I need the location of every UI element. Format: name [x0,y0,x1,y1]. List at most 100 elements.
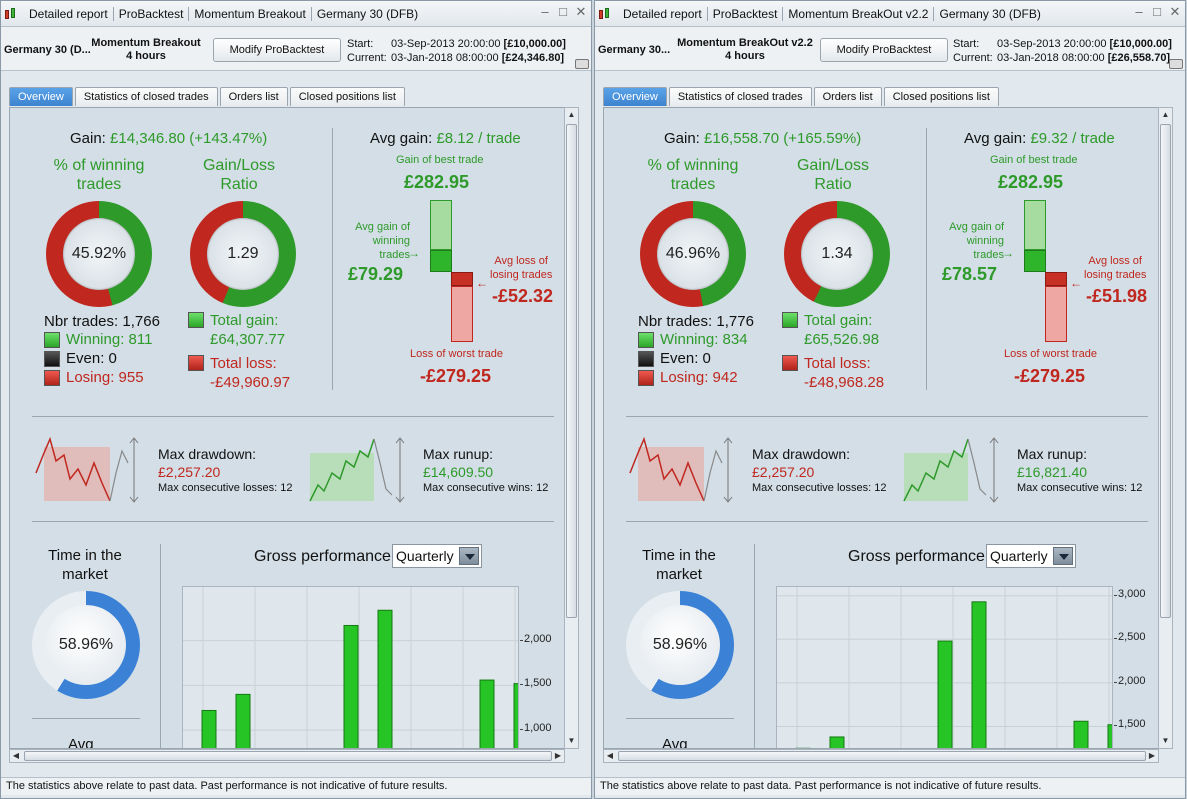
print-icon[interactable] [575,59,589,69]
tab-overview[interactable]: Overview [9,87,73,106]
chart-bar[interactable] [235,693,251,749]
chart-bar[interactable] [343,624,359,749]
divider-top [32,416,554,417]
chart-y-tick-label: 1,500 [520,677,552,690]
breadcrumb-system: Momentum Breakout [189,6,312,21]
minimize-icon[interactable]: – [1135,4,1143,19]
period-select-value: Quarterly [396,548,454,564]
avg-section-label: Avg [662,736,688,749]
close-icon[interactable]: ✕ [1169,4,1181,19]
chevron-down-icon[interactable] [1053,547,1073,565]
window-titlebar: Detailed report ProBacktest Momentum Bre… [595,1,1185,27]
pct-winning-ring: 46.96% [640,201,746,307]
vertical-scrollbar[interactable]: ▲ ▼ [564,107,579,749]
avg-win-label: Avg gain of winning trades [340,220,410,262]
modify-probacktest-button[interactable]: Modify ProBacktest [213,38,341,62]
chart-y-tick-label: 2,000 [520,632,552,645]
chevron-down-icon[interactable] [459,547,479,565]
avg-loss-value: -£51.98 [1086,286,1148,306]
horizontal-scroll-thumb[interactable] [24,751,552,761]
total-loss-value: -£48,968.28 [804,374,885,391]
gain-loss-ratio-ring: 1.29 [190,201,296,307]
nbr-trades-value: 1,766 [122,313,160,330]
vertical-scrollbar[interactable]: ▲ ▼ [1158,107,1173,749]
chart-bar[interactable] [377,609,393,749]
scroll-up-icon[interactable]: ▲ [567,110,576,119]
avg-win-label-line1: Avg gain of [949,221,1004,233]
gain-summary: Gain: £16,558.70 (+165.59%) [664,130,861,147]
chart-bar[interactable] [201,709,217,749]
nbr-trades: Nbr trades: 1,776 [638,313,754,330]
tab-statistics-closed-trades[interactable]: Statistics of closed trades [668,87,812,106]
chart-y-tick-label: 2,500 [1114,631,1146,644]
minimize-icon[interactable]: – [541,4,549,19]
chart-bar[interactable] [513,683,519,749]
tab-closed-positions-list[interactable]: Closed positions list [883,87,999,106]
pct-winning-title: % of winning trades [44,156,154,194]
chart-y-tick-label: 1,500 [1114,718,1146,731]
divider-vertical [926,128,927,390]
time-title-line1: Time in the [642,547,716,564]
horizontal-scroll-thumb[interactable] [618,751,1146,761]
max-drawdown-label: Max drawdown: [158,446,257,462]
chart-y-axis: 1,500 2,000 2,500 3,000 [1114,586,1164,748]
arrow-right-icon: → [1002,246,1014,260]
period-select[interactable]: Quarterly [986,544,1076,568]
gain-loss-ratio-title: Gain/Loss Ratio [184,156,294,194]
scroll-left-icon[interactable]: ◀ [12,751,20,760]
losing-legend-icon [44,370,60,386]
gain-label: Gain: [664,130,700,147]
chart-bar[interactable] [937,640,953,749]
tab-closed-positions-list[interactable]: Closed positions list [289,87,405,106]
start-label: Start: [347,38,374,50]
time-in-market-value: 58.96% [46,605,126,685]
modify-probacktest-button[interactable]: Modify ProBacktest [820,38,948,62]
avg-loss-label: Avg loss of losing trades [490,254,552,282]
chart-bar[interactable] [479,679,495,749]
chart-bar[interactable] [1107,724,1113,749]
chart-bar[interactable] [971,601,987,749]
chart-bar[interactable] [829,736,845,749]
scroll-up-icon[interactable]: ▲ [1161,110,1170,119]
best-trade-value: £282.95 [404,172,470,192]
best-trade-bar [1024,200,1046,250]
period-select[interactable]: Quarterly [392,544,482,568]
close-icon[interactable]: ✕ [575,4,587,19]
maximize-icon[interactable]: □ [1153,4,1161,19]
best-trade-bar [430,200,452,250]
current-date: 03-Jan-2018 08:00:00 [391,52,499,64]
scroll-right-icon[interactable]: ▶ [1148,751,1156,760]
tab-orders-list[interactable]: Orders list [813,87,882,106]
scroll-down-icon[interactable]: ▼ [1161,736,1170,745]
horizontal-scrollbar[interactable]: ◀ ▶ [603,749,1159,763]
avg-section-label: Avg [68,736,94,749]
start-capital: [£10,000.00] [1109,38,1172,50]
vertical-scroll-thumb[interactable] [566,124,577,618]
max-runup-label: Max runup: [423,446,494,462]
horizontal-scrollbar[interactable]: ◀ ▶ [9,749,565,763]
scroll-down-icon[interactable]: ▼ [567,736,576,745]
avg-win-label-line1: Avg gain of [355,221,410,233]
start-date: 03-Sep-2013 20:00:00 [997,38,1107,50]
system-name-block: Momentum BreakOut v2.2 4 hours [675,37,815,63]
current-date: 03-Jan-2018 08:00:00 [997,52,1105,64]
scroll-right-icon[interactable]: ▶ [554,751,562,760]
pct-winning-title-line2: trades [670,176,716,193]
print-icon[interactable] [1169,59,1183,69]
maximize-icon[interactable]: □ [559,4,567,19]
even-count: Even: 0 [660,350,711,367]
avg-gain-summary: Avg gain: £9.32 / trade [964,130,1115,147]
vertical-scroll-thumb[interactable] [1160,124,1171,618]
breadcrumb-probacktest: ProBacktest [114,6,190,21]
total-loss-label: Total loss: [804,355,871,372]
chart-bar[interactable] [1073,720,1089,749]
even-count: Even: 0 [66,350,117,367]
report-tabs: Overview Statistics of closed trades Ord… [603,87,999,107]
scroll-left-icon[interactable]: ◀ [606,751,614,760]
tab-overview[interactable]: Overview [603,87,667,106]
disclaimer-footer: The statistics above relate to past data… [595,777,1185,795]
chart-y-axis: 1,000 1,500 2,000 [520,586,570,748]
overview-content: Gain: £14,346.80 (+143.47%) % of winning… [9,107,579,749]
tab-orders-list[interactable]: Orders list [219,87,288,106]
tab-statistics-closed-trades[interactable]: Statistics of closed trades [74,87,218,106]
